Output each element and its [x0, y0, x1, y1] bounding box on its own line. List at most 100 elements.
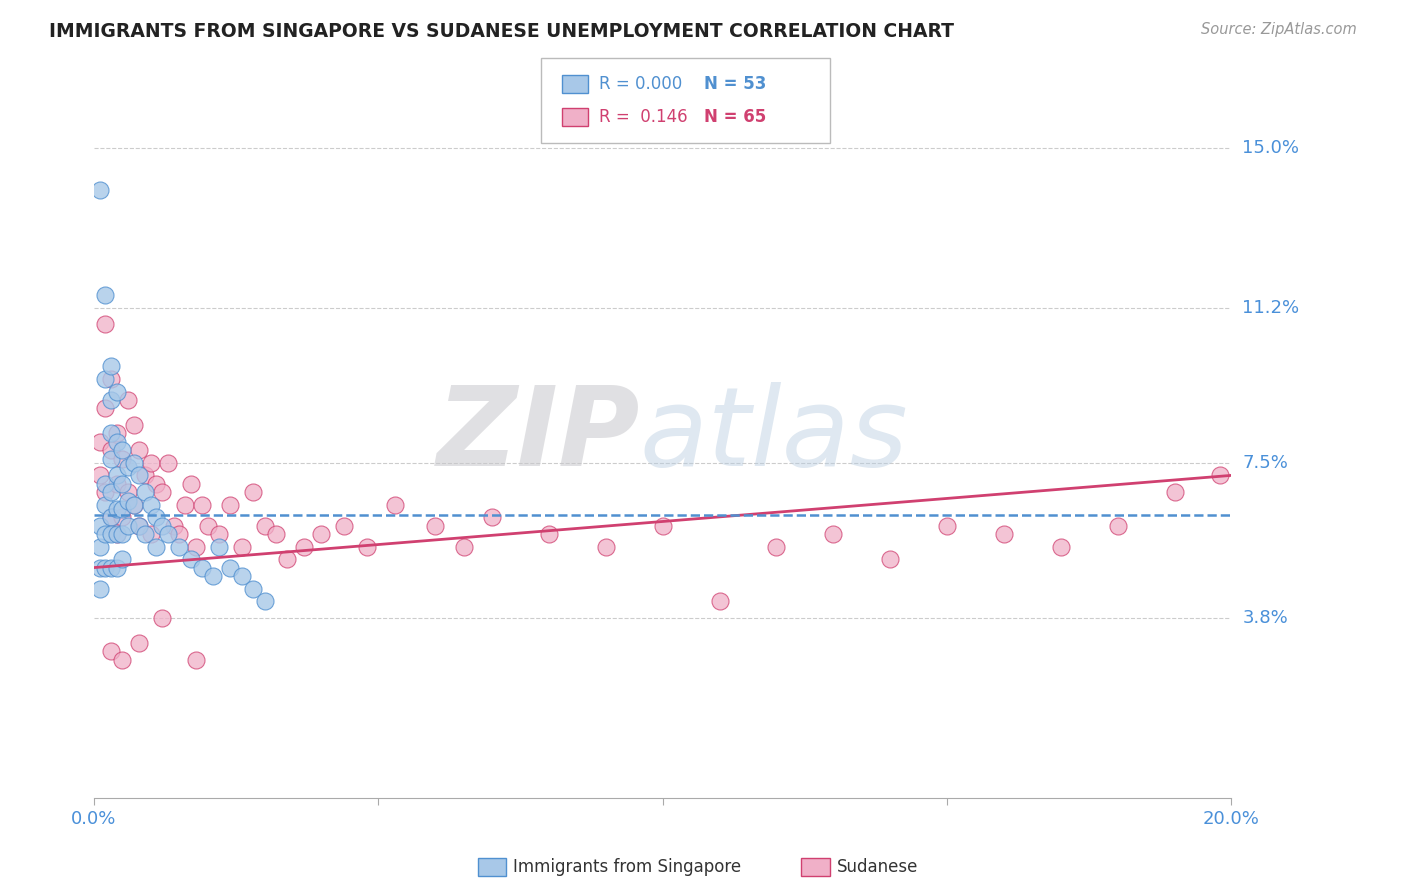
Point [139, 498, 162, 512]
Point [122, 456, 145, 470]
Point [111, 653, 134, 667]
Point [936, 518, 959, 533]
Point [162, 518, 184, 533]
Point [122, 498, 145, 512]
Point [253, 594, 276, 608]
Point [89, 582, 111, 596]
Point [191, 560, 214, 574]
Point [105, 468, 128, 483]
Point [186, 540, 208, 554]
Point [111, 527, 134, 541]
Point [94, 318, 117, 332]
Point [94, 485, 117, 500]
Point [231, 540, 253, 554]
Point [111, 451, 134, 466]
Point [111, 552, 134, 566]
Point [1107, 518, 1129, 533]
Point [100, 451, 122, 466]
Point [89, 468, 111, 483]
Point [100, 443, 122, 458]
Point [651, 518, 673, 533]
Point [128, 518, 150, 533]
Point [311, 527, 333, 541]
Point [1209, 468, 1232, 483]
Point [122, 418, 145, 433]
Point [276, 552, 298, 566]
Point [100, 359, 122, 374]
Point [145, 540, 167, 554]
Point [150, 611, 173, 625]
Point [122, 498, 145, 512]
Point [105, 426, 128, 441]
Point [94, 527, 117, 541]
Point [89, 518, 111, 533]
Point [128, 468, 150, 483]
Text: N = 65: N = 65 [704, 108, 766, 126]
Point [219, 498, 242, 512]
Point [105, 476, 128, 491]
Point [89, 540, 111, 554]
Point [117, 518, 139, 533]
Point [292, 540, 315, 554]
Point [765, 540, 787, 554]
Point [100, 644, 122, 658]
Point [117, 493, 139, 508]
Text: atlas: atlas [640, 382, 908, 489]
Text: R = 0.000: R = 0.000 [599, 75, 682, 93]
Point [94, 288, 117, 302]
Point [89, 183, 111, 197]
Text: N = 53: N = 53 [704, 75, 766, 93]
Point [150, 485, 173, 500]
Point [117, 485, 139, 500]
Point [100, 527, 122, 541]
Point [111, 502, 134, 516]
Point [128, 636, 150, 650]
Point [537, 527, 560, 541]
Point [167, 540, 190, 554]
Point [100, 560, 122, 574]
Point [111, 510, 134, 524]
Point [993, 527, 1015, 541]
Point [425, 518, 447, 533]
Point [105, 560, 128, 574]
Point [134, 527, 156, 541]
Point [208, 527, 231, 541]
Point [89, 560, 111, 574]
Point [105, 527, 128, 541]
Point [94, 476, 117, 491]
Point [128, 518, 150, 533]
Point [105, 527, 128, 541]
Point [94, 401, 117, 416]
Point [231, 569, 253, 583]
Point [150, 518, 173, 533]
Point [145, 510, 167, 524]
Point [111, 476, 134, 491]
Point [219, 560, 242, 574]
Text: Source: ZipAtlas.com: Source: ZipAtlas.com [1201, 22, 1357, 37]
Point [128, 443, 150, 458]
Point [94, 498, 117, 512]
Point [197, 518, 219, 533]
Point [356, 540, 378, 554]
Point [191, 498, 214, 512]
Point [709, 594, 731, 608]
Point [134, 468, 156, 483]
Point [264, 527, 287, 541]
Text: ZIP: ZIP [436, 382, 640, 489]
Text: R =  0.146: R = 0.146 [599, 108, 688, 126]
Text: 11.2%: 11.2% [1243, 299, 1299, 317]
Text: IMMIGRANTS FROM SINGAPORE VS SUDANESE UNEMPLOYMENT CORRELATION CHART: IMMIGRANTS FROM SINGAPORE VS SUDANESE UN… [49, 22, 955, 41]
Point [879, 552, 901, 566]
Point [167, 527, 190, 541]
Point [100, 372, 122, 386]
Point [139, 527, 162, 541]
Point [384, 498, 406, 512]
Point [94, 560, 117, 574]
Text: 7.5%: 7.5% [1243, 454, 1288, 472]
Point [823, 527, 845, 541]
Point [117, 460, 139, 475]
Point [100, 510, 122, 524]
Point [139, 456, 162, 470]
Point [100, 510, 122, 524]
Point [100, 485, 122, 500]
